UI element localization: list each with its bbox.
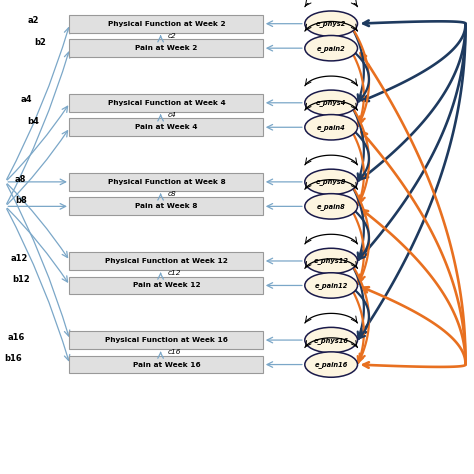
Text: e_pain4: e_pain4	[317, 124, 346, 131]
Text: Pain at Week 4: Pain at Week 4	[135, 124, 198, 130]
Text: b16: b16	[4, 354, 22, 363]
FancyBboxPatch shape	[69, 276, 264, 294]
FancyBboxPatch shape	[69, 331, 264, 349]
Text: Pain at Week 16: Pain at Week 16	[133, 362, 200, 367]
FancyBboxPatch shape	[69, 118, 264, 136]
Ellipse shape	[305, 90, 357, 116]
Text: c16: c16	[168, 349, 181, 356]
Ellipse shape	[305, 11, 357, 36]
Text: c2: c2	[168, 33, 176, 39]
Text: e_phys8: e_phys8	[316, 178, 346, 185]
Ellipse shape	[305, 248, 357, 273]
FancyBboxPatch shape	[69, 39, 264, 57]
Text: c12: c12	[168, 270, 181, 276]
Ellipse shape	[305, 273, 357, 298]
Text: e_pain8: e_pain8	[317, 203, 346, 210]
Text: b8: b8	[15, 196, 27, 205]
Text: a12: a12	[11, 254, 28, 263]
Text: Physical Function at Week 4: Physical Function at Week 4	[108, 100, 225, 106]
Text: c4: c4	[168, 112, 176, 118]
Ellipse shape	[305, 352, 357, 377]
Text: Physical Function at Week 8: Physical Function at Week 8	[108, 179, 225, 185]
Text: Physical Function at Week 16: Physical Function at Week 16	[105, 337, 228, 343]
Ellipse shape	[305, 115, 357, 140]
FancyBboxPatch shape	[69, 356, 264, 374]
Text: e_phys12: e_phys12	[314, 257, 349, 264]
Text: Physical Function at Week 12: Physical Function at Week 12	[105, 258, 228, 264]
Ellipse shape	[305, 328, 357, 353]
Text: a4: a4	[20, 95, 32, 104]
Text: Pain at Week 8: Pain at Week 8	[135, 203, 198, 210]
Text: e_phys16: e_phys16	[314, 337, 349, 344]
Text: a16: a16	[8, 333, 25, 342]
FancyBboxPatch shape	[69, 197, 264, 215]
FancyBboxPatch shape	[69, 173, 264, 191]
Text: b2: b2	[35, 37, 46, 46]
Ellipse shape	[305, 194, 357, 219]
FancyBboxPatch shape	[69, 252, 264, 270]
Text: Pain at Week 2: Pain at Week 2	[135, 45, 198, 51]
Text: c8: c8	[168, 191, 176, 197]
FancyBboxPatch shape	[69, 94, 264, 112]
Text: e_pain12: e_pain12	[314, 282, 348, 289]
Text: b4: b4	[27, 117, 39, 126]
Ellipse shape	[305, 36, 357, 61]
Text: a8: a8	[15, 174, 26, 183]
Text: Physical Function at Week 2: Physical Function at Week 2	[108, 21, 225, 27]
Text: a2: a2	[27, 17, 39, 26]
Text: b12: b12	[12, 275, 30, 284]
FancyBboxPatch shape	[69, 15, 264, 33]
Ellipse shape	[305, 169, 357, 195]
Text: e_pain16: e_pain16	[314, 361, 348, 368]
Text: Pain at Week 12: Pain at Week 12	[133, 283, 200, 289]
Text: e_pain2: e_pain2	[317, 45, 346, 52]
Text: e_phys2: e_phys2	[316, 20, 346, 27]
Text: e_phys4: e_phys4	[316, 100, 346, 106]
